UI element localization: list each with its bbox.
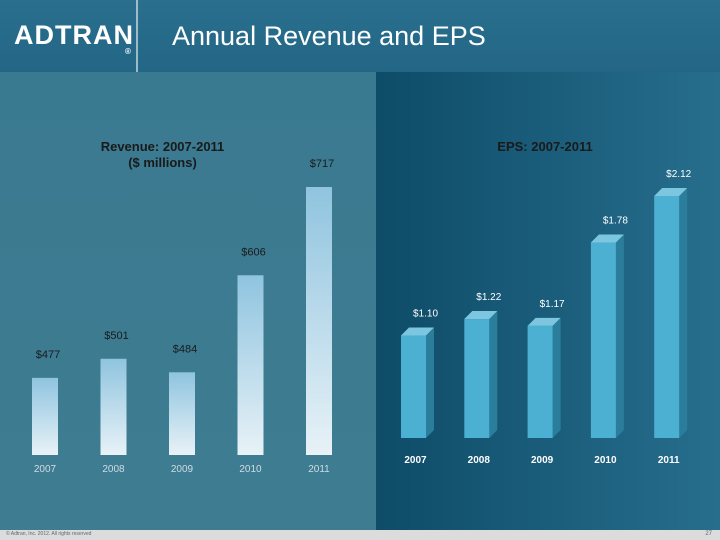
header-bar: ADTRAN ® Annual Revenue and EPS <box>0 0 720 72</box>
eps-bar-top <box>590 234 624 243</box>
eps-bar-side <box>615 234 624 438</box>
revenue-value-label: $484 <box>173 343 197 355</box>
footer-bar <box>0 530 720 540</box>
header-divider <box>136 0 138 72</box>
eps-chart-title: EPS: 2007-2011 <box>470 139 620 155</box>
revenue-value-label: $717 <box>310 158 334 170</box>
eps-bars: $1.10 2007 $1.22 2008 $1.17 2009 $1.78 2010 $2.1… <box>401 169 692 466</box>
eps-bar-side <box>552 317 561 438</box>
revenue-bar <box>306 187 332 455</box>
eps-year-label: 2011 <box>658 455 680 466</box>
revenue-chart-title: Revenue: 2007-2011 ($ millions) <box>80 139 245 171</box>
revenue-value-label: $606 <box>241 246 265 258</box>
page-number: 27 <box>705 531 712 537</box>
registered-mark: ® <box>125 47 132 56</box>
eps-year-label: 2007 <box>404 455 427 466</box>
logo-text: ADTRAN <box>14 20 134 50</box>
eps-bar-side <box>679 188 688 438</box>
eps-year-label: 2008 <box>468 455 491 466</box>
company-logo: ADTRAN ® <box>14 18 133 56</box>
eps-value-label: $1.22 <box>476 292 501 303</box>
slide-title: Annual Revenue and EPS <box>172 21 486 51</box>
eps-year-label: 2009 <box>531 455 554 466</box>
eps-value-label: $1.10 <box>413 308 438 319</box>
eps-bar-side <box>426 327 434 438</box>
eps-bar-top <box>654 188 688 196</box>
revenue-bar <box>237 275 264 455</box>
revenue-title-line1: Revenue: 2007-2011 <box>100 139 225 154</box>
revenue-year-label: 2007 <box>34 464 57 475</box>
eps-bar-top <box>401 327 434 336</box>
copyright-text: © Adtran, Inc. 2012. All rights reserved <box>6 531 92 537</box>
eps-bar-side <box>489 311 498 438</box>
revenue-bar <box>169 372 195 455</box>
revenue-value-label: $501 <box>104 330 128 342</box>
eps-year-label: 2010 <box>594 455 617 466</box>
eps-title-text: EPS: 2007-2011 <box>497 139 593 154</box>
revenue-value-label: $477 <box>36 349 60 361</box>
eps-bar-top <box>527 317 561 326</box>
eps-value-label: $1.78 <box>603 215 628 226</box>
eps-bar <box>590 242 616 438</box>
eps-value-label: $1.17 <box>540 299 565 310</box>
eps-bar <box>401 335 426 438</box>
eps-bar <box>654 196 680 438</box>
revenue-year-label: 2010 <box>239 464 262 475</box>
eps-bar-top <box>464 311 498 320</box>
eps-value-label: $2.12 <box>666 169 691 180</box>
revenue-title-line2: ($ millions) <box>128 155 197 170</box>
revenue-year-label: 2009 <box>171 464 194 475</box>
revenue-bars: $477 2007 $501 2008 $484 2009 $606 2010 $717 2011 <box>32 158 334 475</box>
revenue-bar <box>32 377 58 455</box>
eps-bar <box>527 325 553 438</box>
revenue-year-label: 2008 <box>102 464 125 475</box>
revenue-bar <box>100 358 127 455</box>
eps-bar <box>464 319 490 438</box>
revenue-year-label: 2011 <box>308 464 330 475</box>
